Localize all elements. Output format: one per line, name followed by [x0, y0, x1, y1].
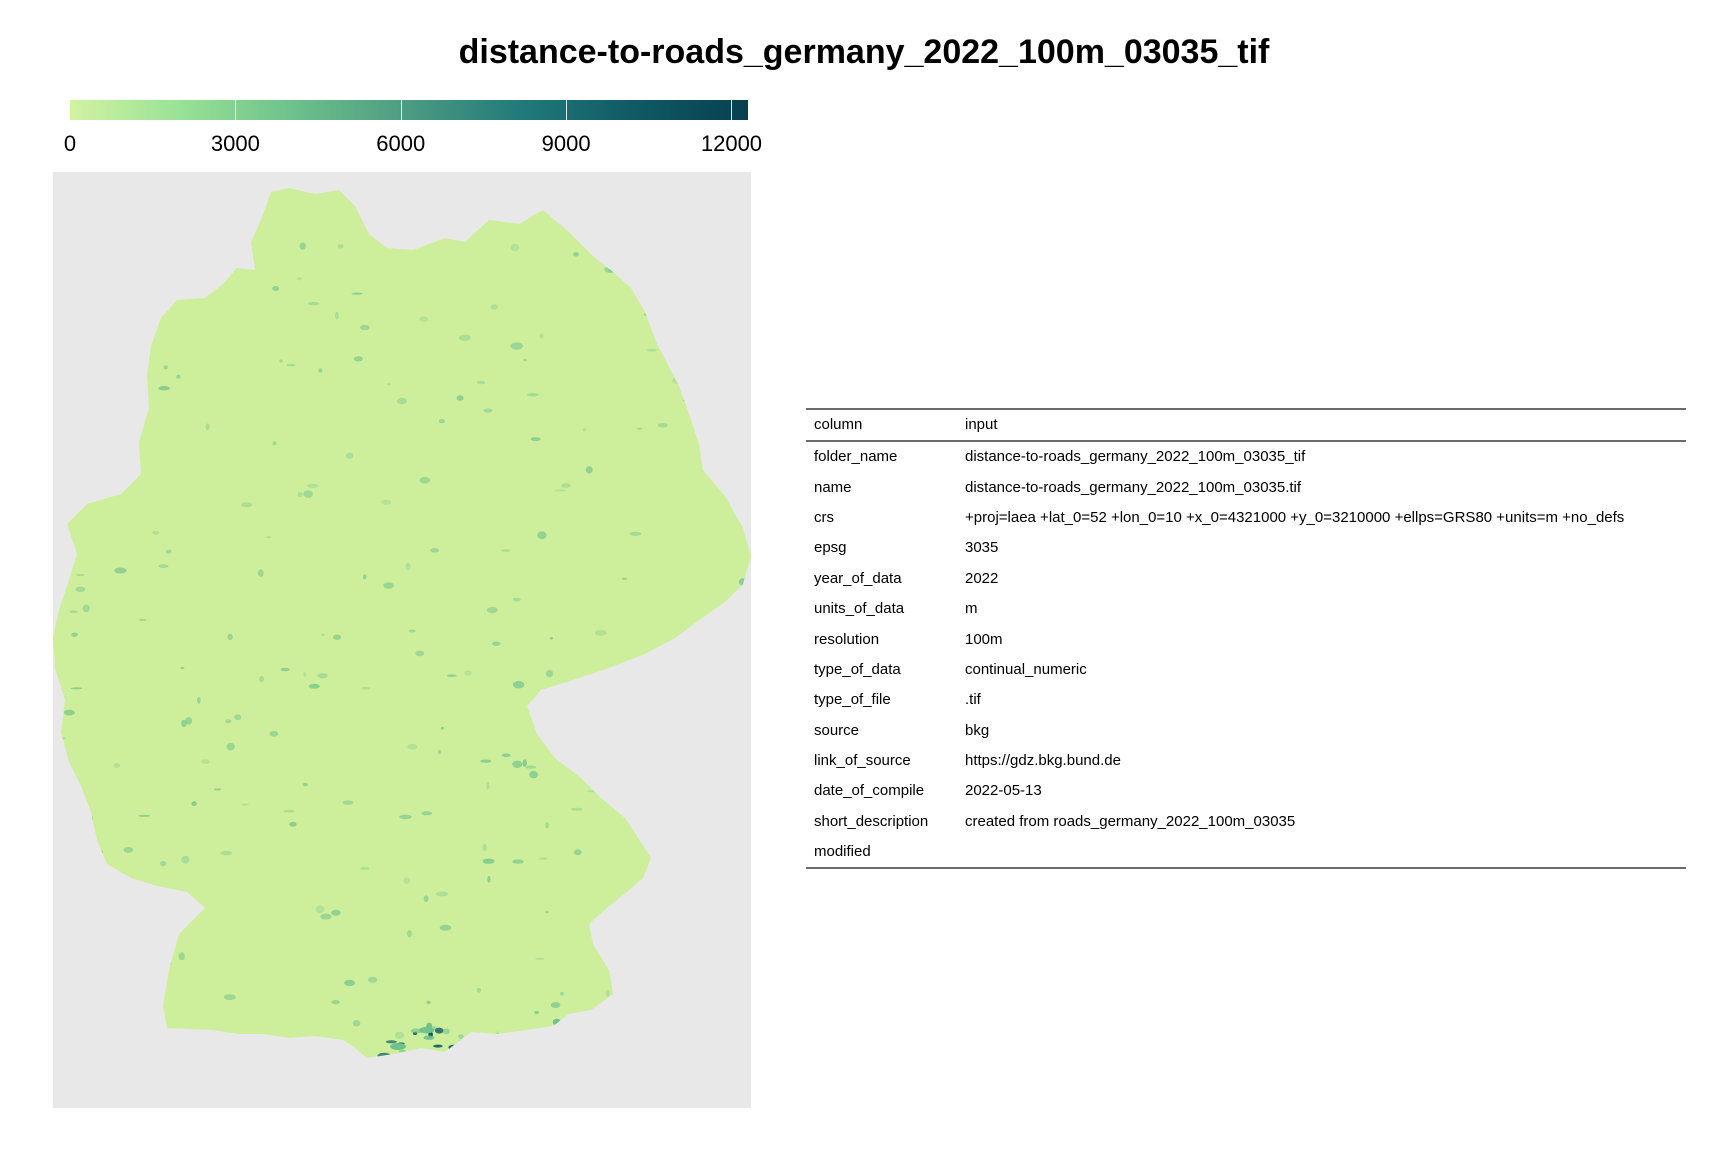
input-header: input	[965, 416, 998, 433]
color-legend: 0 3000 6000 9000 12000	[60, 96, 770, 156]
row-key: modified	[814, 843, 871, 861]
row-value: 2022-05-13	[965, 782, 1042, 800]
row-key: date_of_compile	[814, 782, 925, 800]
row-key: resolution	[814, 630, 880, 648]
table-row: crs +proj=laea +lat_0=52 +lon_0=10 +x_0=4…	[806, 503, 1686, 533]
table-row: folder_name distance-to-roads_germany_202…	[806, 441, 1686, 472]
row-key: units_of_data	[814, 600, 905, 618]
legend-tick-mark	[566, 100, 568, 120]
map-title: distance-to-roads_germany_2022_100m_0303…	[458, 33, 1270, 71]
table-row: short_description created from roads_germ…	[806, 807, 1686, 837]
map-panel	[53, 172, 751, 1108]
row-key: year_of_data	[814, 569, 902, 587]
legend-tick-label: 3000	[210, 131, 260, 156]
table-row: year_of_data 2022	[806, 564, 1686, 594]
table-row: name distance-to-roads_germany_2022_100m_…	[806, 472, 1686, 502]
row-key: type_of_file	[814, 691, 891, 709]
legend-tick-label: 9000	[541, 131, 591, 156]
legend-tick-mark	[731, 100, 733, 120]
table-row: type_of_data continual_numeric	[806, 655, 1686, 685]
metadata-table: column input folder_name distance-to-road…	[806, 408, 1686, 869]
column-header: column	[814, 416, 863, 433]
table-row: link_of_source https://gdz.bkg.bund.de	[806, 746, 1686, 776]
row-value: https://gdz.bkg.bund.de	[965, 752, 1121, 770]
legend-tick-mark	[235, 100, 237, 120]
legend-color-bar	[70, 100, 748, 120]
row-value: 3035	[965, 539, 999, 557]
table-row: modified	[806, 837, 1686, 869]
legend-tick-label: 12000	[700, 131, 763, 156]
row-key: folder_name	[814, 448, 898, 466]
row-value: m	[965, 600, 978, 618]
table-row: date_of_compile 2022-05-13	[806, 776, 1686, 806]
row-key: epsg	[814, 539, 847, 557]
row-value: distance-to-roads_germany_2022_100m_0303…	[965, 478, 1302, 496]
row-value: distance-to-roads_germany_2022_100m_0303…	[965, 448, 1306, 466]
row-value: continual_numeric	[965, 660, 1087, 678]
legend-tick-label: 0	[63, 131, 77, 156]
legend-tick-mark	[400, 100, 402, 120]
row-value: bkg	[965, 721, 990, 739]
row-value	[957, 837, 1686, 868]
table-row: resolution 100m	[806, 624, 1686, 654]
row-key: short_description	[814, 812, 929, 830]
row-key: link_of_source	[814, 752, 911, 770]
row-value: .tif	[965, 691, 981, 709]
row-value: created from roads_germany_2022_100m_030…	[965, 812, 1296, 830]
row-key: source	[814, 721, 860, 739]
table-row: source bkg	[806, 716, 1686, 746]
table-row: units_of_data m	[806, 594, 1686, 624]
table-row: epsg 3035	[806, 533, 1686, 563]
row-value: +proj=laea +lat_0=52 +lon_0=10 +x_0=4321…	[965, 508, 1625, 526]
row-key: type_of_data	[814, 660, 901, 678]
table-row: type_of_file .tif	[806, 685, 1686, 715]
legend-tick-label: 6000	[376, 131, 426, 156]
row-key: crs	[814, 508, 834, 526]
row-key: name	[814, 478, 852, 496]
table-header-row: column input	[806, 409, 1686, 441]
row-value: 2022	[965, 569, 999, 587]
row-value: 100m	[965, 630, 1003, 648]
germany-map	[53, 188, 751, 1058]
